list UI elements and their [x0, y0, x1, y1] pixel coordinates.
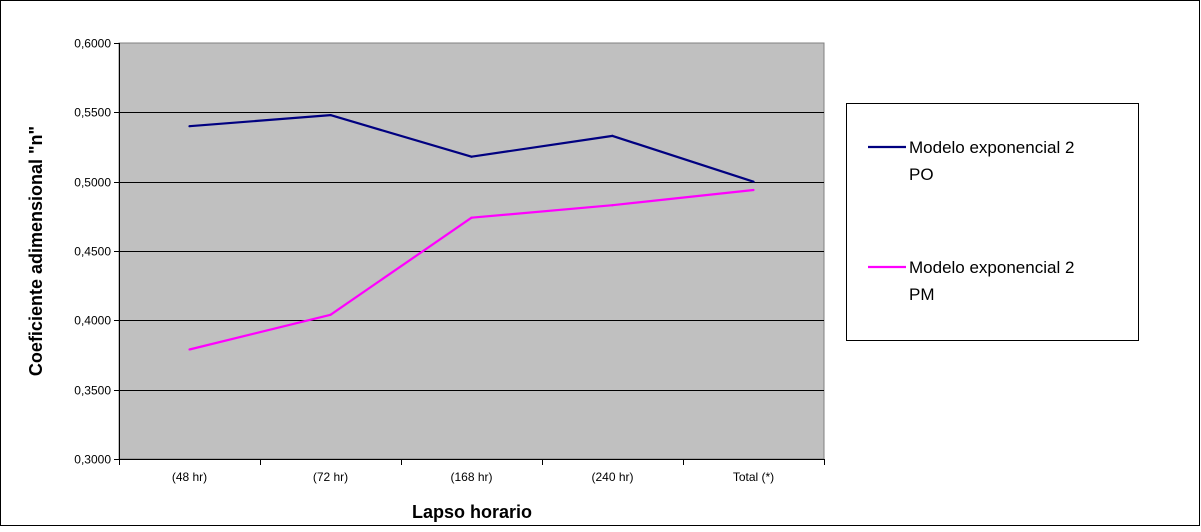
data-point — [329, 114, 332, 117]
legend: Modelo exponencial 2 PO Modelo exponencial… — [846, 103, 1139, 341]
data-point — [611, 204, 614, 207]
legend-box — [846, 103, 1139, 341]
data-point — [752, 180, 755, 183]
data-point — [752, 188, 755, 192]
legend-label: Modelo exponencial 2 — [909, 138, 1074, 157]
y-tick-label: 0,3000 — [74, 453, 111, 467]
data-point — [188, 125, 191, 128]
legend-label: Modelo exponencial 2 — [909, 258, 1074, 277]
y-tick-label: 0,5000 — [74, 176, 111, 190]
x-tick-label: (168 hr) — [450, 470, 492, 484]
x-axis-title: Lapso horario — [412, 502, 532, 522]
x-tick-label: Total (*) — [733, 470, 774, 484]
x-tick-label: (72 hr) — [313, 470, 348, 484]
y-tick-label: 0,3500 — [74, 384, 111, 398]
legend-label: PO — [909, 165, 934, 184]
legend-label: PM — [909, 285, 935, 304]
data-point — [470, 216, 473, 219]
y-tick-label: 0,5500 — [74, 106, 111, 120]
data-point — [329, 313, 332, 316]
x-tick-label: (240 hr) — [591, 470, 633, 484]
series-lines — [188, 113, 755, 351]
x-tick-label: (48 hr) — [172, 470, 207, 484]
data-point — [470, 155, 473, 158]
data-point — [611, 134, 614, 138]
y-axis-title: Coeficiente adimensional "n" — [26, 126, 46, 376]
axes: 0,3000 0,3500 0,4000 0,4500 0,5000 0,5500 0,60… — [74, 37, 825, 484]
y-tick-label: 0,6000 — [74, 37, 111, 51]
y-tick-label: 0,4500 — [74, 245, 111, 259]
gridlines — [119, 112, 824, 391]
y-tick-label: 0,4000 — [74, 314, 111, 328]
data-point — [188, 348, 191, 351]
